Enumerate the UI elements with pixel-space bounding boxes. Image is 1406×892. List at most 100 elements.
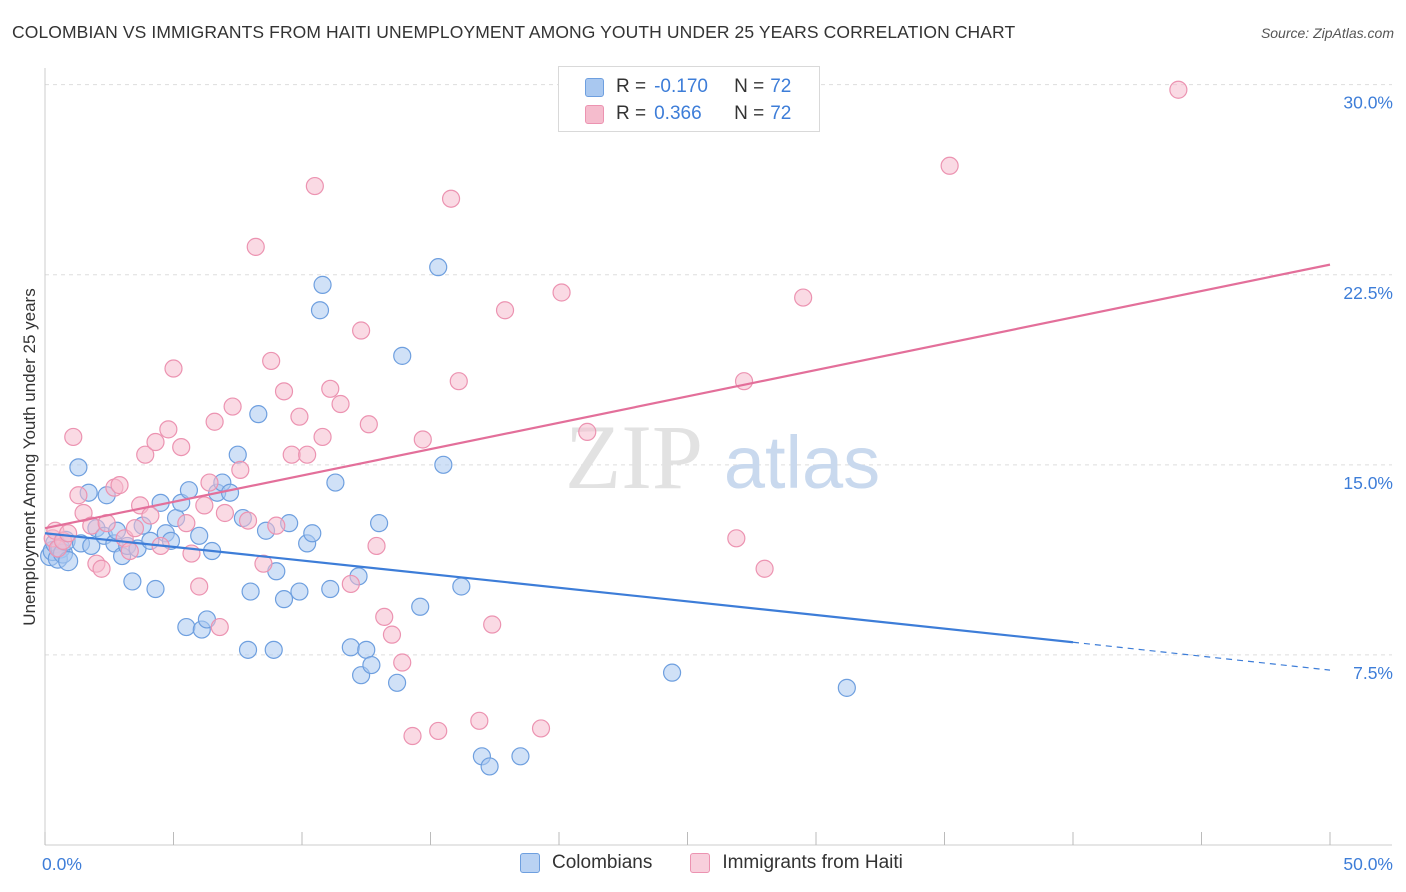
colombians-point	[511, 747, 530, 766]
haiti-point	[159, 420, 178, 439]
colombians-point	[321, 579, 340, 599]
legend-r-label-2: R =	[616, 103, 647, 124]
haiti-point	[64, 427, 83, 447]
haiti-point	[578, 422, 597, 441]
colombians-point	[837, 678, 856, 697]
haiti-point	[146, 432, 165, 452]
haiti-point	[92, 559, 111, 578]
legend-n-label-1: N =	[734, 76, 765, 97]
haiti-point	[290, 407, 309, 426]
colombians-point	[177, 617, 196, 637]
x-tick-label-max: 50.0%	[1343, 854, 1393, 874]
haiti-point	[359, 415, 378, 434]
colombians-point	[434, 455, 453, 474]
haiti-point	[282, 445, 301, 464]
grid-lines	[45, 84, 1392, 656]
colombians-point	[264, 640, 283, 659]
colombians-point	[452, 577, 471, 596]
pink-swatch	[585, 104, 604, 124]
series-legend: Colombians Immigrants from Haiti	[520, 852, 941, 874]
colombians-point	[662, 663, 682, 682]
trend-lines	[44, 263, 1331, 671]
colombians-points	[40, 258, 856, 776]
haiti-point	[375, 607, 394, 627]
haiti-point	[352, 321, 371, 340]
haiti-point	[262, 351, 281, 371]
colombians-point	[290, 582, 309, 601]
colombians-point	[387, 673, 407, 692]
legend-row-haiti: R = 0.366 N = 72	[585, 102, 791, 126]
colombians-point	[411, 597, 430, 616]
haiti-swatch	[690, 853, 711, 873]
colombians-point	[274, 590, 294, 609]
legend-n-value-1: 72	[770, 76, 792, 97]
haiti-point	[298, 445, 317, 464]
blue-swatch	[585, 77, 604, 97]
watermark-zip: ZIP	[565, 406, 703, 508]
haiti-point	[313, 427, 332, 447]
axes	[44, 68, 1392, 846]
haiti-point	[755, 559, 774, 578]
colombians-point	[123, 572, 142, 591]
haiti-point	[172, 437, 191, 457]
haiti-point	[164, 359, 183, 378]
haiti-point	[69, 486, 88, 505]
legend-r-value-2: 0.366	[654, 103, 702, 124]
haiti-point	[238, 511, 258, 530]
colombians-point	[326, 473, 345, 492]
colombians-point	[249, 405, 268, 424]
haiti-point	[110, 476, 129, 495]
colombians-point	[341, 638, 360, 657]
haiti-point	[200, 473, 219, 492]
haiti-point	[495, 301, 515, 320]
haiti-point	[59, 524, 78, 543]
haiti-point	[483, 615, 502, 634]
y-tick-label: 22.5%	[1343, 283, 1393, 303]
colombians-point	[303, 524, 322, 543]
watermark: ZIP atlas	[565, 406, 880, 508]
colombians-point	[429, 258, 448, 277]
haiti-point	[552, 283, 571, 302]
haiti-point	[1169, 80, 1188, 99]
x-tick-label-min: 0.0%	[42, 854, 82, 874]
legend-r-value-1: -0.170	[654, 76, 708, 97]
haiti-point	[305, 176, 324, 196]
haiti-point	[441, 189, 461, 208]
y-axis-label: Unemployment Among Youth under 25 years	[20, 288, 39, 626]
haiti-point	[382, 625, 402, 644]
haiti-point	[254, 554, 273, 573]
y-tick-label: 15.0%	[1343, 473, 1393, 493]
haiti-point	[403, 726, 422, 746]
colombians-point	[241, 582, 260, 601]
colombians-point	[179, 481, 199, 500]
tick-labels: 7.5% 15.0% 22.5% 30.0% 0.0% 50.0%	[42, 93, 1393, 874]
colombians-trend-extension	[1072, 641, 1331, 671]
haiti-point	[195, 496, 214, 515]
colombians-point	[228, 445, 247, 464]
colombians-point	[238, 640, 258, 659]
haiti-point	[393, 653, 412, 672]
haiti-point	[177, 514, 196, 533]
legend-item-colombians[interactable]: Colombians	[520, 852, 652, 874]
colombians-point	[190, 526, 209, 545]
legend-n-value-2: 72	[770, 103, 792, 124]
haiti-point	[429, 721, 448, 741]
haiti-point	[727, 529, 746, 548]
colombians-point	[480, 757, 499, 776]
colombians-point	[58, 551, 79, 572]
haiti-point	[341, 574, 360, 594]
legend-r-label-1: R =	[616, 76, 647, 97]
correlation-legend: R = -0.170 N = 72 R = 0.366 N = 72	[558, 66, 820, 132]
legend-label-colombians: Colombians	[552, 852, 653, 873]
colombians-point	[313, 275, 332, 294]
colombians-point	[362, 655, 381, 675]
haiti-point	[274, 382, 294, 401]
colombians-trend-line	[44, 532, 1074, 644]
colombians-point	[220, 483, 240, 502]
haiti-point	[120, 541, 139, 561]
legend-item-haiti[interactable]: Immigrants from Haiti	[690, 852, 903, 874]
haiti-point	[141, 506, 160, 525]
haiti-point	[470, 711, 489, 730]
colombians-point	[69, 458, 88, 477]
watermark-atlas: atlas	[724, 421, 880, 504]
